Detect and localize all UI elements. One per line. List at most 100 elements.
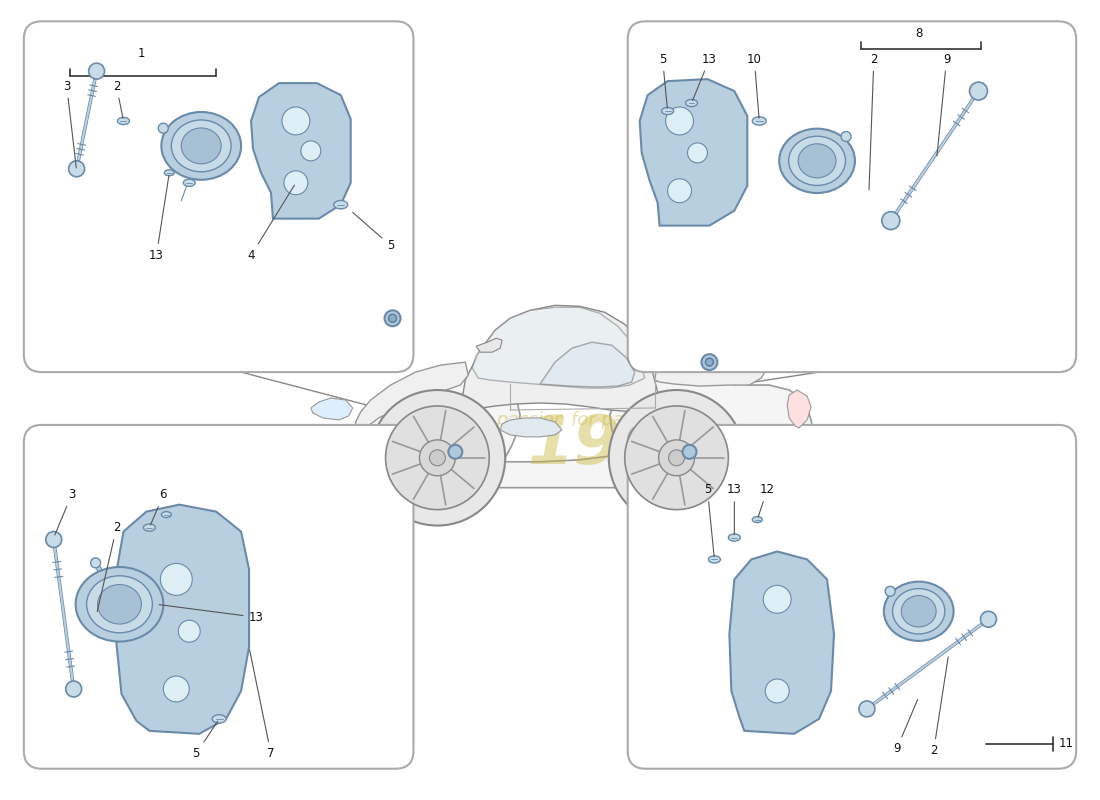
Ellipse shape (728, 534, 740, 541)
Ellipse shape (763, 586, 791, 614)
Ellipse shape (892, 589, 945, 634)
Ellipse shape (370, 390, 505, 526)
Ellipse shape (901, 595, 936, 627)
Ellipse shape (625, 406, 728, 510)
Polygon shape (476, 338, 503, 352)
Ellipse shape (705, 358, 714, 366)
Ellipse shape (333, 201, 348, 209)
Text: 12: 12 (758, 483, 774, 517)
Polygon shape (117, 505, 249, 734)
Text: 10: 10 (747, 53, 761, 118)
Ellipse shape (661, 107, 673, 114)
Text: 9: 9 (937, 53, 950, 156)
Polygon shape (296, 380, 814, 488)
Text: 1985: 1985 (527, 412, 713, 478)
Polygon shape (472, 307, 645, 388)
Ellipse shape (388, 314, 396, 322)
Text: 5: 5 (659, 53, 668, 108)
Ellipse shape (883, 582, 954, 641)
Text: 4: 4 (248, 185, 295, 262)
Ellipse shape (184, 179, 195, 186)
Ellipse shape (118, 118, 130, 125)
Ellipse shape (779, 129, 855, 193)
FancyBboxPatch shape (24, 22, 414, 372)
Ellipse shape (212, 714, 227, 723)
Ellipse shape (969, 82, 988, 100)
Ellipse shape (608, 390, 745, 526)
Text: 8: 8 (915, 26, 923, 40)
Ellipse shape (163, 676, 189, 702)
Ellipse shape (685, 99, 697, 106)
Ellipse shape (172, 120, 231, 172)
Ellipse shape (76, 567, 163, 642)
Ellipse shape (143, 524, 155, 531)
Text: 5: 5 (704, 483, 714, 557)
Ellipse shape (708, 556, 720, 563)
Polygon shape (640, 79, 747, 226)
Text: 2: 2 (869, 53, 878, 190)
Text: 9: 9 (893, 699, 917, 755)
Text: 13: 13 (148, 175, 169, 262)
Ellipse shape (659, 440, 694, 476)
Polygon shape (500, 418, 562, 437)
Ellipse shape (98, 585, 142, 624)
Ellipse shape (702, 354, 717, 370)
Text: a passion for parts since: a passion for parts since (480, 411, 700, 429)
Text: 11: 11 (1058, 738, 1074, 750)
Text: 3: 3 (63, 79, 76, 168)
FancyBboxPatch shape (628, 22, 1076, 372)
Ellipse shape (752, 117, 767, 125)
Ellipse shape (752, 517, 762, 522)
Text: 13: 13 (160, 605, 264, 624)
Ellipse shape (859, 701, 874, 717)
Ellipse shape (158, 123, 168, 133)
Text: 3: 3 (55, 488, 76, 535)
Polygon shape (355, 362, 469, 435)
Ellipse shape (666, 107, 693, 135)
Ellipse shape (46, 531, 62, 547)
Ellipse shape (385, 310, 400, 326)
Ellipse shape (882, 212, 900, 230)
Ellipse shape (161, 563, 192, 595)
Ellipse shape (66, 681, 81, 697)
Ellipse shape (799, 144, 836, 178)
Polygon shape (460, 306, 660, 412)
Polygon shape (729, 551, 834, 734)
Ellipse shape (87, 576, 153, 633)
Ellipse shape (386, 406, 490, 510)
Ellipse shape (68, 161, 85, 177)
Ellipse shape (688, 143, 707, 163)
Text: 2: 2 (113, 79, 123, 118)
Text: 13: 13 (727, 483, 741, 534)
Ellipse shape (162, 512, 172, 518)
Polygon shape (650, 310, 769, 386)
Ellipse shape (301, 141, 321, 161)
Ellipse shape (449, 445, 462, 458)
Ellipse shape (284, 170, 308, 194)
Polygon shape (251, 83, 351, 218)
Ellipse shape (766, 679, 789, 703)
Ellipse shape (668, 178, 692, 202)
Ellipse shape (162, 112, 241, 180)
Ellipse shape (682, 445, 696, 458)
Ellipse shape (89, 63, 104, 79)
Text: 1: 1 (138, 46, 145, 60)
Ellipse shape (789, 136, 846, 186)
FancyBboxPatch shape (628, 425, 1076, 769)
Text: 2: 2 (97, 521, 120, 611)
Ellipse shape (842, 131, 851, 142)
Ellipse shape (419, 440, 455, 476)
Ellipse shape (886, 586, 895, 596)
Text: 7: 7 (250, 650, 275, 760)
Ellipse shape (980, 611, 997, 627)
Text: 5: 5 (192, 722, 218, 760)
Ellipse shape (164, 170, 174, 176)
FancyBboxPatch shape (24, 425, 414, 769)
Text: 13: 13 (693, 53, 717, 101)
Ellipse shape (669, 450, 684, 466)
Ellipse shape (182, 128, 221, 164)
Text: 2: 2 (930, 657, 948, 758)
Polygon shape (311, 398, 353, 420)
Text: 6: 6 (151, 488, 167, 525)
Polygon shape (540, 342, 635, 387)
